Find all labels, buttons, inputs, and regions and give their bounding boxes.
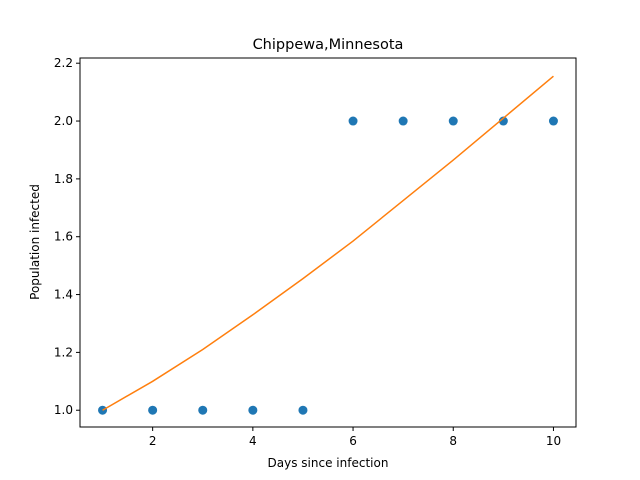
data-point xyxy=(198,405,208,415)
data-point xyxy=(498,116,508,126)
data-point xyxy=(448,116,458,126)
y-tick-label: 1.4 xyxy=(54,288,73,302)
data-point xyxy=(298,405,308,415)
x-tick-label: 8 xyxy=(449,434,457,448)
fit-line xyxy=(102,75,554,411)
y-tick-label: 2.2 xyxy=(54,56,73,70)
y-axis: 1.0 1.2 1.4 1.6 1.8 2.0 2.2 xyxy=(54,56,80,417)
data-point xyxy=(248,405,258,415)
chart-title: Chippewa,Minnesota xyxy=(253,37,404,53)
y-tick-label: 1.6 xyxy=(54,230,73,244)
x-tick-label: 2 xyxy=(149,434,157,448)
x-tick-label: 4 xyxy=(249,434,257,448)
x-tick-label: 10 xyxy=(546,434,561,448)
y-tick-label: 2.0 xyxy=(54,114,73,128)
x-tick-label: 6 xyxy=(349,434,357,448)
x-axis-label: Days since infection xyxy=(268,456,389,470)
plot-area xyxy=(98,75,558,415)
plot-frame xyxy=(79,57,577,428)
data-point xyxy=(548,116,558,126)
y-tick-label: 1.2 xyxy=(54,345,73,359)
data-point xyxy=(348,116,358,126)
x-axis: 2 4 6 8 10 xyxy=(149,427,561,448)
data-point xyxy=(148,405,158,415)
data-point xyxy=(398,116,408,126)
y-axis-label: Population infected xyxy=(28,184,42,300)
y-tick-label: 1.8 xyxy=(54,172,73,186)
y-tick-label: 1.0 xyxy=(54,403,73,417)
